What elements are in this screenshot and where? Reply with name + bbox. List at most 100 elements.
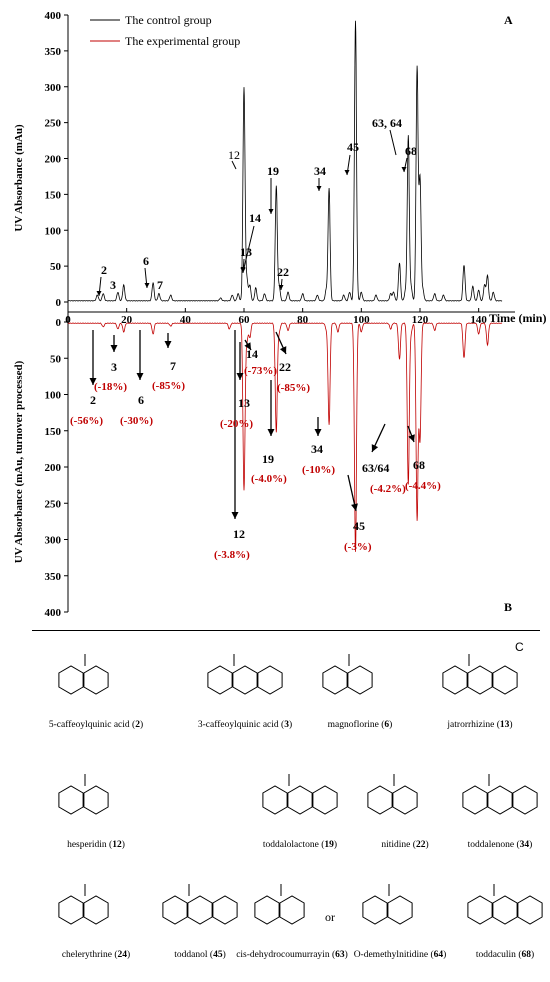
compound-caption: O-demethylnitidine (64) xyxy=(353,950,447,960)
peak-label-top: 68 xyxy=(405,144,417,158)
compound-caption: chelerythrine (24) xyxy=(61,950,131,960)
compound-name: jatrorrhizine xyxy=(447,720,495,730)
compound-number: 64 xyxy=(433,950,444,960)
y-tick-label-bottom: 200 xyxy=(45,462,62,474)
peak-label-bottom: 6 xyxy=(138,393,144,407)
legend-experimental-label: The experimental group xyxy=(125,34,240,48)
y-tick-label-bottom: 50 xyxy=(50,353,62,365)
compound-number: 13 xyxy=(499,720,510,730)
peak-arrowhead-bottom xyxy=(351,503,358,511)
peak-label-bottom: 7 xyxy=(170,359,176,373)
compound-structure: toddalenone (34) xyxy=(440,760,550,870)
y-tick-label-bottom: 0 xyxy=(56,317,62,329)
peak-arrowhead-bottom xyxy=(279,346,287,354)
peak-label-bottom: 13 xyxy=(238,396,250,410)
structure-bonds xyxy=(58,884,109,925)
structure-bonds xyxy=(58,774,109,815)
compound-caption: 5-caffeoylquinic acid (2) xyxy=(48,720,144,730)
pct-label: (-10%) xyxy=(302,464,335,476)
peak-label-bottom: 45 xyxy=(353,519,365,533)
y-tick-label-top: 350 xyxy=(45,46,62,58)
structure-drawing xyxy=(58,654,109,695)
x-tick-label: 40 xyxy=(180,314,192,326)
compound-structure: nitidine (22) xyxy=(345,760,465,870)
compound-caption: nitidine (22) xyxy=(381,840,429,850)
compound-number: 3 xyxy=(284,720,289,730)
structure-bonds xyxy=(322,654,373,695)
compound-name: hesperidin xyxy=(67,840,107,850)
peak-arrowhead-bottom xyxy=(110,345,118,352)
compound-name: chelerythrine xyxy=(61,950,112,960)
peak-label-top: 45 xyxy=(347,140,359,154)
compound-number: 2 xyxy=(135,720,140,730)
pct-label: (-30%) xyxy=(120,415,153,427)
compound-caption: toddalenone (34) xyxy=(467,840,533,850)
structure-bonds xyxy=(207,654,283,695)
peak-label-bottom: 63/64 xyxy=(362,461,389,475)
peak-arrow-top xyxy=(231,160,237,170)
compound-caption: toddalolactone (19) xyxy=(262,840,338,850)
compound-caption: jatrorrhizine (13) xyxy=(447,720,513,730)
peak-label-top: 6 xyxy=(143,254,149,268)
peak-label-top: 13 xyxy=(240,245,252,259)
compound-structure: toddalolactone (19) xyxy=(240,760,360,870)
structure-bonds xyxy=(58,654,109,695)
peak-arrowhead-top xyxy=(316,186,322,191)
structure-drawing xyxy=(367,774,418,815)
peak-arrowhead-bottom xyxy=(164,341,172,348)
peak-label-bottom: 19 xyxy=(262,452,274,466)
peak-label-bottom: 2 xyxy=(90,393,96,407)
compound-name: toddalolactone xyxy=(262,840,319,850)
peak-arrow-top xyxy=(242,225,255,273)
section-divider xyxy=(32,630,540,631)
compound-number: 34 xyxy=(519,840,530,850)
peak-arrowhead-top xyxy=(144,283,150,288)
pct-label: (-4.0%) xyxy=(251,473,287,485)
y-tick-label-bottom: 100 xyxy=(45,390,62,402)
y-tick-label-top: 150 xyxy=(45,189,62,201)
peak-arrowhead-top xyxy=(401,167,407,172)
pct-label: (-85%) xyxy=(277,382,310,394)
structure-drawing xyxy=(262,774,338,815)
compound-number: 6 xyxy=(384,720,390,730)
compound-structure: cis-dehydrocoumurrayin (63) xyxy=(232,870,352,980)
compound-name: toddaculin xyxy=(475,950,516,960)
structure-bonds xyxy=(362,884,413,925)
x-tick-label: 20 xyxy=(121,314,133,326)
peak-arrowhead-bottom xyxy=(267,429,275,436)
compound-caption: cis-dehydrocoumurrayin (63) xyxy=(236,950,348,960)
compound-structure: jatrorrhizine (13) xyxy=(420,640,540,750)
compound-name: toddanol xyxy=(174,950,208,960)
peak-label-top: 14 xyxy=(249,211,261,225)
panel-letter-c: C xyxy=(515,640,524,654)
peak-label-bottom: 3 xyxy=(111,360,117,374)
compound-name: O-demethylnitidine xyxy=(353,950,429,960)
y-tick-label-top: 50 xyxy=(50,261,62,273)
peak-arrowhead-bottom xyxy=(136,373,144,380)
compound-number: 12 xyxy=(112,840,122,850)
peak-arrowhead-bottom xyxy=(244,342,251,350)
x-tick-label: 120 xyxy=(412,314,429,326)
compound-caption: toddanol (45) xyxy=(174,950,226,960)
peak-arrowhead-bottom xyxy=(89,378,97,385)
compound-caption: 3-caffeoylquinic acid (3) xyxy=(197,720,293,730)
structure-bonds xyxy=(262,774,338,815)
x-axis-label: Time (min) xyxy=(489,311,546,325)
panel-letter-b: B xyxy=(504,600,512,614)
y-tick-label-top: 100 xyxy=(45,225,62,237)
compound-structure: or xyxy=(320,870,340,980)
peak-arrowhead-bottom xyxy=(408,434,415,442)
y-axis-label-bottom: UV Absorbance (mAu, turnover processed) xyxy=(13,360,25,563)
structure-bonds xyxy=(442,654,518,695)
peak-label-top: 34 xyxy=(314,164,326,178)
pct-label: (-18%) xyxy=(94,381,127,393)
compound-name: 5-caffeoylquinic acid xyxy=(48,720,130,730)
pct-label: (-4.4%) xyxy=(405,480,441,492)
y-tick-label-top: 250 xyxy=(45,118,62,130)
compound-number: 68 xyxy=(521,950,531,960)
peak-label-bottom: 68 xyxy=(413,458,425,472)
y-tick-label-bottom: 150 xyxy=(45,426,62,438)
compound-structure: 3-caffeoylquinic acid (3) xyxy=(185,640,305,750)
peak-arrowhead-top xyxy=(240,267,246,272)
